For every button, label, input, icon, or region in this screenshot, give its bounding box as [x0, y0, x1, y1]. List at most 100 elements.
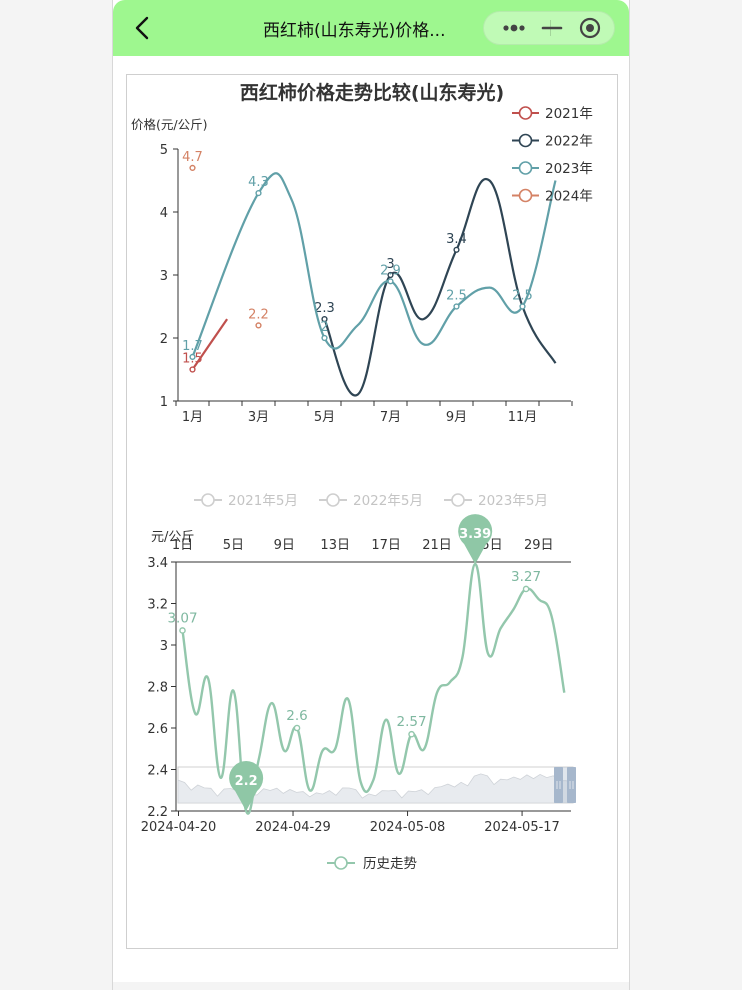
chart2-x-tick-label: 2024-04-20: [141, 820, 217, 835]
chart1-y-axis-label: 价格(元/公斤): [131, 117, 207, 132]
chart2-data-point: [293, 724, 301, 732]
chart1-data-label: 2.3: [314, 301, 335, 316]
chart1-x-tick-label: 5月: [314, 410, 335, 425]
chart1-data-point: [387, 271, 394, 279]
chevron-left-icon[interactable]: [129, 14, 157, 42]
more-menu-button[interactable]: [492, 12, 536, 44]
chart2-x-tick-label: 2024-04-29: [255, 820, 331, 835]
chart1-data-point: [255, 322, 262, 329]
chart1-legend[interactable]: 2021年 2022年 2023年 2024年: [512, 106, 593, 205]
chart1-data-label: 2.2: [248, 307, 269, 322]
chart1-data-label: 2.9: [380, 263, 401, 278]
chart1-legend-marker: [518, 188, 533, 203]
chart2-top-tick-label: 9日: [274, 538, 295, 553]
chart1-legend-item[interactable]: 2023年: [512, 161, 593, 177]
chart2-min-pin-label: 2.2: [235, 774, 258, 789]
chart1-x-tick-label: 7月: [380, 410, 401, 425]
chart1-data-label: 4.3: [248, 175, 269, 190]
chart2-data-label: 2.6: [286, 708, 307, 724]
minimize-button[interactable]: [530, 12, 574, 44]
chart2-min-pin-marker: [229, 761, 264, 811]
chart-panel: 西红柿价格走势比较(山东寿光) 价格(元/公斤) 1 2 3 4 5 1月 3月 5月 7月 9月…: [126, 74, 618, 949]
chart2-top-tick-label: 17日: [371, 538, 401, 553]
chart2-y-tick-label: 3: [160, 639, 168, 654]
capsule-menu: [483, 11, 615, 45]
chart2-top-tick-label: 13日: [320, 538, 350, 553]
chart1-y-tick-label: 4: [160, 206, 168, 221]
bottom-edge: [113, 982, 629, 990]
chart2-top-tick-label: 1日: [172, 538, 193, 553]
chart2-comparison-legend[interactable]: 2021年5月 2022年5月 2023年5月: [194, 493, 548, 509]
chart1-data-point: [255, 189, 262, 197]
chart2-data-label: 3.07: [167, 610, 197, 626]
chart2-top-tick-label: 5日: [223, 538, 244, 553]
charts-canvas: 西红柿价格走势比较(山东寿光) 价格(元/公斤) 1 2 3 4 5 1月 3月 5月 7月 9月…: [131, 81, 593, 872]
more-dots-icon: [503, 24, 525, 32]
chart2-comparison-legend-item[interactable]: 2023年5月: [444, 493, 548, 509]
chart2-top-tick-label: 29日: [524, 538, 554, 553]
chart2-comparison-legend-marker: [201, 493, 215, 507]
chart2-comparison-legend-marker: [326, 493, 340, 507]
chart1-y-tick-label: 5: [160, 143, 168, 158]
chart1-data-point: [519, 303, 526, 310]
chart2-y-tick-label: 3.2: [147, 598, 168, 613]
chart1-title: 西红柿价格走势比较(山东寿光): [240, 81, 504, 104]
chart1-legend-marker: [518, 133, 533, 148]
chart2-y-tick-label: 2.8: [147, 681, 168, 696]
chart2-legend[interactable]: 历史走势: [327, 856, 417, 872]
page-title: 西红柿(山东寿光)价格...: [263, 21, 446, 41]
chart1-x-tick-label: 3月: [248, 410, 269, 425]
chart1-series-line: [191, 318, 229, 371]
chart1-data-label: 2.5: [446, 289, 467, 304]
chart1-legend-item[interactable]: 2024年: [512, 189, 593, 205]
chart1-data-label: 4.7: [182, 150, 203, 165]
chart1-legend-item[interactable]: 2022年: [512, 134, 593, 150]
chart1-data-label: 2.5: [512, 289, 533, 304]
chart1-x-tick-label: 1月: [182, 410, 203, 425]
chart1-legend-marker: [518, 106, 533, 120]
chart2-comparison-legend-label: 2021年5月: [228, 493, 298, 509]
chart2-x-tick-label: 2024-05-17: [484, 820, 560, 835]
chart2-data-label: 3.27: [511, 569, 541, 585]
chart1-x-tick-label: 9月: [446, 410, 467, 425]
chart2-series-line: [181, 562, 566, 815]
chart1-y-tick-label: 1: [160, 395, 168, 410]
chart1-series-line: [323, 177, 557, 397]
background-right: [630, 0, 742, 990]
target-close-icon: [579, 17, 601, 39]
close-button[interactable]: [570, 12, 614, 44]
chart1-legend-item[interactable]: 2021年: [512, 106, 593, 122]
chart1-data-point: [189, 366, 196, 373]
chart2-y-axis-label: 元/公斤: [151, 530, 194, 545]
chart2-top-tick-label: 21日: [422, 538, 452, 553]
chart1-data-point: [189, 164, 196, 172]
chart2-data-point: [522, 585, 530, 593]
chart2-comparison-legend-item[interactable]: 2022年5月: [319, 493, 423, 509]
chart2-data-point: [179, 627, 186, 634]
chart1-axes: 1 2 3 4 5 1月 3月 5月 7月 9月 11月: [160, 143, 573, 425]
datazoom-handle[interactable]: [554, 767, 563, 803]
chart1-data-point: [321, 316, 328, 323]
chart2-comparison-legend-label: 2022年5月: [353, 493, 423, 509]
chart1-legend-marker: [518, 161, 533, 175]
chart1-data-label: 2: [320, 320, 328, 335]
chart2-data-label: 2.57: [397, 714, 427, 730]
datazoom-window: [554, 767, 576, 803]
background-left: [0, 0, 112, 990]
chart1-legend-label: 2022年: [545, 134, 593, 150]
chart2-series-layer: 3.07 2.6 2.57 3.27 3.39 2.2: [167, 514, 566, 815]
chart2-max-pin-marker: [458, 514, 493, 565]
chart1-legend-label: 2024年: [545, 189, 593, 205]
chart2-y-tick-label: 3.4: [147, 556, 168, 571]
chart1-data-point: [387, 278, 394, 285]
chart1-data-point: [321, 334, 328, 342]
datazoom-handle[interactable]: [567, 767, 576, 803]
chart2-axes: 1日 5日 9日 13日 17日 21日 25日 29日2.22.42.62.833.23.4…: [141, 538, 571, 835]
chart2-y-tick-label: 2.6: [147, 722, 168, 737]
chart2-comparison-legend-label: 2023年5月: [478, 493, 548, 509]
chart1-data-point: [189, 353, 196, 361]
chart2-legend-item[interactable]: 历史走势: [327, 856, 417, 872]
chart1-legend-label: 2021年: [545, 106, 593, 122]
chart1-y-tick-label: 3: [160, 269, 168, 284]
chart2-comparison-legend-item[interactable]: 2021年5月: [194, 493, 298, 509]
